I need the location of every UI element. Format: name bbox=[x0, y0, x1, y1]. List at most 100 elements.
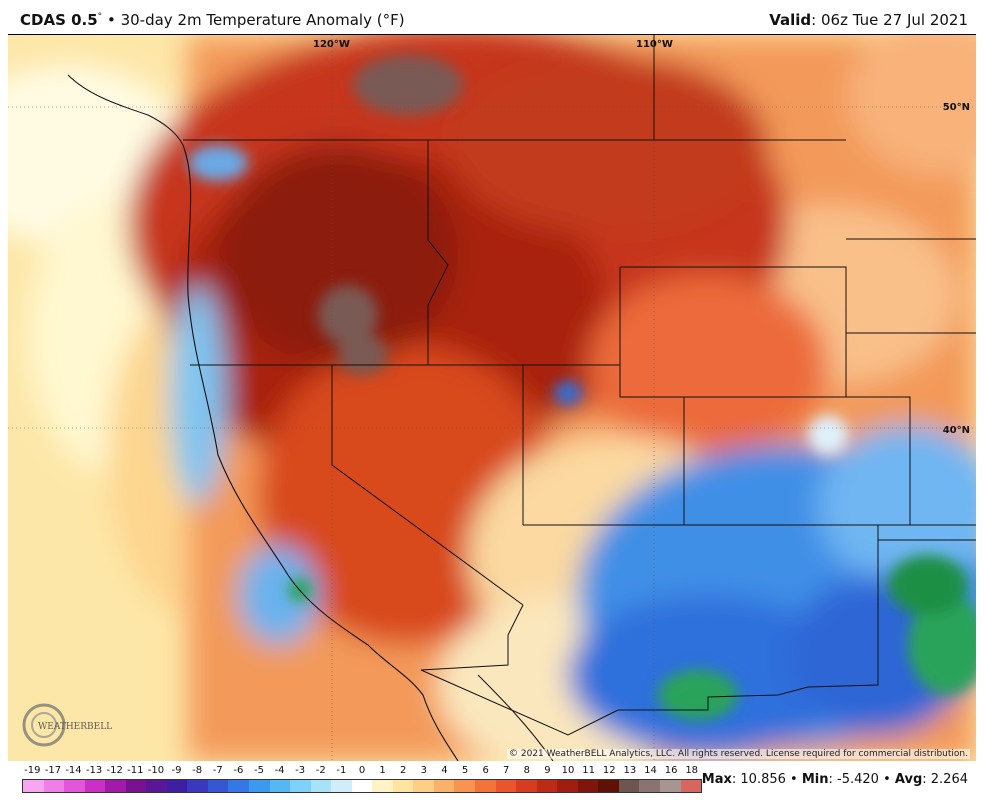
legend-swatch bbox=[536, 780, 558, 792]
legend-tick-label: 8 bbox=[523, 765, 531, 776]
legend-tick-label: 13 bbox=[623, 765, 637, 776]
legend-tick-label: -17 bbox=[44, 765, 62, 776]
legend-swatch bbox=[598, 780, 619, 792]
legend-tick-label: 18 bbox=[685, 765, 699, 776]
lat-label-40n: 40°N bbox=[942, 425, 970, 436]
legend-tick-label: -7 bbox=[212, 765, 223, 776]
legend-swatch bbox=[187, 780, 208, 792]
legend-ticks: -19 -17 -14 -13 -12 -11 -10 -9 -8 -7 -6 -5 -4 -3 -2 -1 0… bbox=[22, 763, 702, 779]
legend-tick-label: 14 bbox=[644, 765, 657, 776]
min-value: : -5.420 bbox=[828, 772, 879, 787]
legend-swatch bbox=[269, 780, 291, 792]
legend-swatch bbox=[64, 780, 85, 792]
legend-swatch bbox=[392, 780, 414, 792]
legend-swatch bbox=[23, 780, 44, 792]
legend-tick-label: -4 bbox=[274, 765, 285, 776]
legend-tick-label: -19 bbox=[24, 765, 41, 776]
legend-tick-label: -12 bbox=[106, 765, 123, 776]
legend-swatch bbox=[146, 780, 167, 792]
legend-swatch bbox=[43, 780, 65, 792]
anomaly-map: 120°W 110°W 50°N 40°N WEATHERBELL © 2021… bbox=[8, 34, 976, 761]
legend-swatch bbox=[207, 780, 229, 792]
legend-tick-label: -8 bbox=[192, 765, 203, 776]
map-canvas bbox=[8, 35, 976, 761]
lon-label-120w: 120°W bbox=[313, 39, 350, 50]
legend-tick-label: 9 bbox=[544, 765, 551, 776]
chart-title: CDAS 0.5° • 30-day 2m Temperature Anomal… bbox=[20, 11, 405, 29]
valid-label: Valid bbox=[769, 11, 812, 29]
legend-tick-label: -11 bbox=[127, 765, 144, 776]
legend-swatch bbox=[516, 780, 537, 792]
logo-text: WEATHERBELL bbox=[38, 722, 112, 732]
degree-mark: ° bbox=[97, 12, 103, 22]
graticule bbox=[8, 35, 976, 761]
legend-swatch bbox=[577, 780, 599, 792]
lon-label-110w: 110°W bbox=[636, 39, 673, 50]
legend-tick-label: 4 bbox=[441, 765, 448, 776]
legend-tick-label: 10 bbox=[561, 765, 575, 776]
legend-swatch bbox=[372, 780, 393, 792]
legend-swatch bbox=[310, 780, 332, 792]
legend-tick-label: 7 bbox=[503, 765, 510, 776]
legend-tick-label: -1 bbox=[336, 765, 347, 776]
stats-separator-1: • bbox=[790, 772, 798, 787]
valid-time: Valid: 06z Tue 27 Jul 2021 bbox=[769, 11, 968, 29]
legend-swatch bbox=[433, 780, 455, 792]
legend-swatch bbox=[228, 780, 250, 792]
legend-tick-label: 3 bbox=[420, 765, 427, 776]
anomaly-field bbox=[8, 35, 976, 761]
lat-label-50n: 50°N bbox=[942, 102, 970, 113]
min-label: Min bbox=[801, 772, 829, 787]
political-borders bbox=[183, 35, 976, 736]
legend-tick-label: 5 bbox=[461, 765, 469, 776]
legend-tick-label: -3 bbox=[295, 765, 306, 776]
legend-swatch bbox=[454, 780, 476, 792]
anomaly-details bbox=[188, 55, 976, 720]
header: CDAS 0.5° • 30-day 2m Temperature Anomal… bbox=[0, 0, 984, 34]
legend-tick-label: -14 bbox=[65, 765, 82, 776]
summary-stats: Max: 10.856 • Min: -5.420 • Avg: 2.264 bbox=[702, 772, 968, 787]
legend-swatch bbox=[105, 780, 126, 792]
legend-tick-label: -10 bbox=[147, 765, 165, 776]
copyright-notice: © 2021 WeatherBELL Analytics, LLC. All r… bbox=[507, 749, 970, 759]
legend-tick-label: 2 bbox=[400, 765, 407, 776]
model-name: CDAS 0.5 bbox=[20, 11, 98, 29]
legend-swatch bbox=[475, 780, 496, 792]
legend-swatch bbox=[249, 780, 270, 792]
legend-swatch bbox=[290, 780, 311, 792]
valid-value: : 06z Tue 27 Jul 2021 bbox=[811, 11, 968, 29]
legend-swatch bbox=[557, 780, 578, 792]
legend-tick-label: 6 bbox=[482, 765, 489, 776]
legend-tick-label: 11 bbox=[582, 765, 596, 776]
avg-label: Avg bbox=[894, 772, 923, 787]
legend-tick-label: -9 bbox=[171, 765, 182, 776]
legend-swatch bbox=[331, 780, 352, 792]
legend-tick-label: -6 bbox=[233, 765, 244, 776]
legend-tick-label: 0 bbox=[358, 765, 366, 776]
legend-swatch bbox=[84, 780, 106, 792]
legend-swatch bbox=[351, 780, 373, 792]
max-value: : 10.856 bbox=[731, 772, 786, 787]
avg-value: : 2.264 bbox=[922, 772, 968, 787]
legend-colorbar bbox=[22, 779, 702, 793]
legend-swatch bbox=[125, 780, 147, 792]
legend-swatch bbox=[680, 780, 702, 792]
legend-swatch bbox=[413, 780, 434, 792]
legend-swatch bbox=[618, 780, 640, 792]
title-bullet: • bbox=[106, 11, 116, 29]
legend-tick-label: -5 bbox=[253, 765, 264, 776]
legend-tick-label: 16 bbox=[664, 765, 678, 776]
legend-tick-label: 1 bbox=[379, 765, 386, 776]
legend-swatch bbox=[495, 780, 517, 792]
vancouver-island bbox=[67, 74, 184, 146]
legend-swatch bbox=[659, 780, 681, 792]
legend-tick-label: -13 bbox=[85, 765, 103, 776]
color-legend: -19 -17 -14 -13 -12 -11 -10 -9 -8 -7 -6 -5 -4 -3 -2 -1 0… bbox=[22, 763, 702, 803]
coastline bbox=[182, 144, 459, 761]
legend-tick-label: 12 bbox=[602, 765, 616, 776]
title-text: 30-day 2m Temperature Anomaly (°F) bbox=[120, 11, 405, 29]
legend-tick-label: -2 bbox=[315, 765, 326, 776]
max-label: Max bbox=[701, 772, 732, 787]
weatherbell-logo: WEATHERBELL bbox=[22, 699, 114, 749]
legend-swatch bbox=[639, 780, 660, 792]
